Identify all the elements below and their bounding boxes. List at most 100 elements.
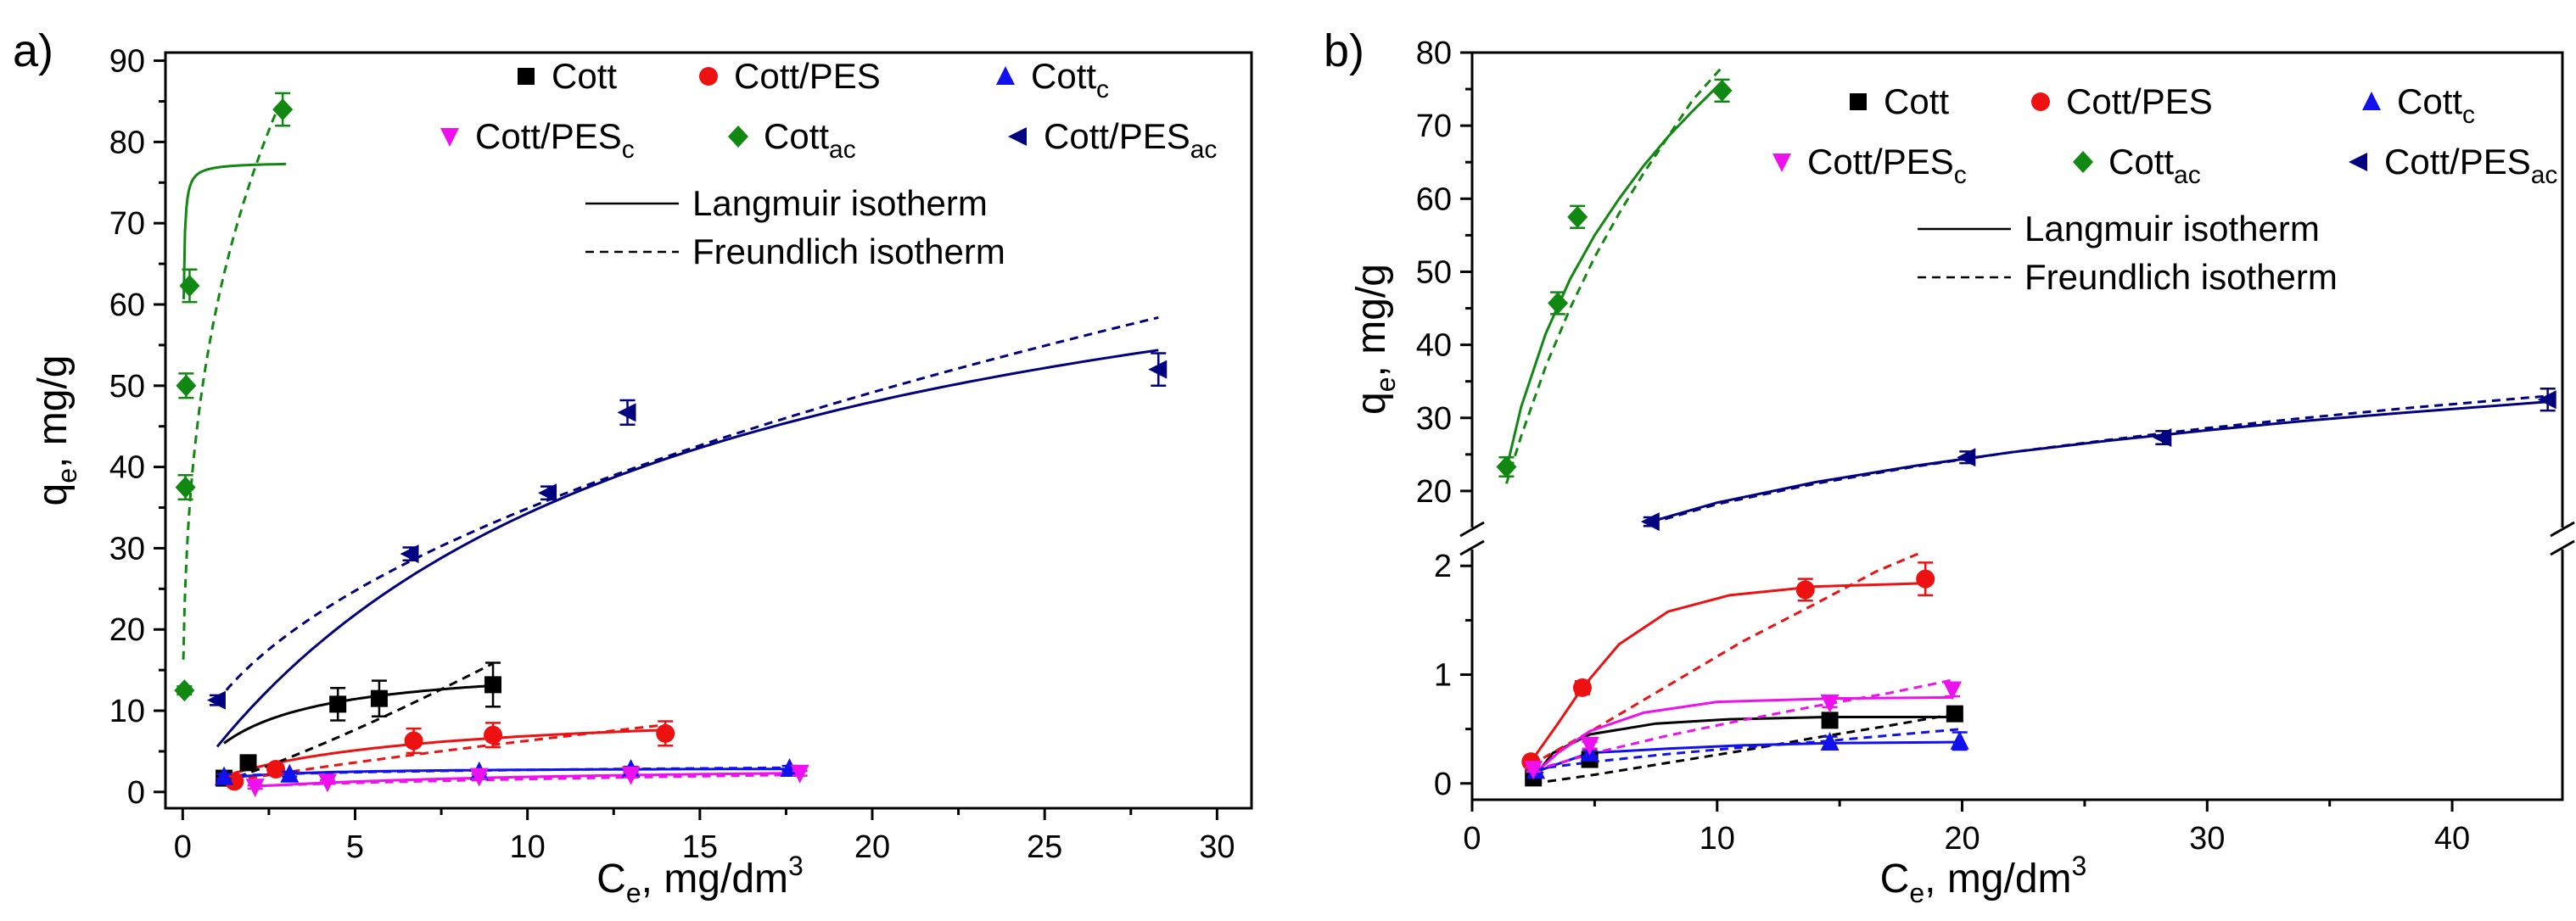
x-tick-label: 20 [854, 829, 890, 865]
freundlich-curve [234, 723, 666, 783]
legend-label: Cott [552, 56, 617, 96]
freundlich-curve [216, 315, 1159, 702]
legend-line-label: Langmuir isotherm [2024, 209, 2320, 248]
langmuir-curve [216, 349, 1159, 748]
legend-label: Cott [1884, 81, 1949, 121]
y-tick-label: 70 [1416, 109, 1452, 144]
data-point [469, 768, 489, 787]
freundlich-curve [224, 766, 790, 779]
data-point [1950, 730, 1969, 750]
data-point [1548, 292, 1569, 315]
plot-frame [164, 51, 1253, 810]
data-point [1524, 761, 1543, 780]
data-point [1572, 678, 1592, 697]
legend-label: Cottac [764, 116, 856, 164]
data-point [225, 772, 244, 791]
legend-label: Cottac [2108, 142, 2201, 189]
legend-label: Cott/PESc [1807, 142, 1967, 189]
legend-marker [1772, 154, 1791, 172]
data-point [206, 690, 226, 710]
x-tick-label: 0 [174, 829, 192, 865]
x-axis-label: Ce, mg/dm3 [596, 851, 804, 908]
y-tick-label: 40 [109, 450, 145, 486]
data-point [656, 723, 675, 743]
freundlich-curve [1650, 394, 2548, 525]
x-tick-label: 15 [682, 829, 718, 865]
y-tick-label: 50 [1416, 254, 1452, 290]
y-axis-label: qe, mg/g [31, 355, 82, 506]
x-tick-label: 0 [1463, 821, 1481, 857]
data-point [1580, 736, 1599, 756]
data-point [175, 476, 196, 499]
data-point [621, 766, 641, 785]
y-tick-label: 2 [1434, 549, 1452, 584]
data-point [280, 763, 300, 783]
x-tick-label: 25 [1027, 829, 1062, 865]
x-tick-label: 5 [346, 829, 364, 865]
y-tick-label: 80 [1416, 36, 1452, 71]
data-point [174, 679, 195, 702]
legend-line-label: Langmuir isotherm [692, 183, 988, 223]
y-tick-label: 60 [1416, 181, 1452, 217]
y-tick-label: 1 [1434, 658, 1452, 694]
langmuir-curve [182, 162, 287, 299]
freundlich-curve [1532, 711, 1963, 785]
y-tick-label: 60 [109, 287, 145, 323]
data-point [2537, 390, 2556, 410]
fit-curves-upper [1504, 66, 2548, 525]
data-point [239, 754, 257, 772]
data-point [317, 773, 337, 793]
axis-break-mark [1459, 521, 2575, 556]
data-point [404, 731, 423, 751]
panel-label: a) [13, 25, 53, 76]
legend-marker [2031, 92, 2050, 111]
legend-label: Cott/PES [2066, 81, 2213, 121]
y-tick-label: 0 [127, 775, 145, 811]
legend-marker [996, 66, 1015, 85]
y-tick-label: 30 [1416, 401, 1452, 437]
legend-marker [1008, 127, 1027, 146]
data-point [1946, 705, 1963, 723]
legend-marker [2362, 92, 2381, 110]
data-point [1567, 205, 1588, 228]
fit-curves [182, 104, 1159, 788]
data-point [272, 98, 294, 121]
panel-label: b) [1324, 25, 1364, 76]
data-point [484, 676, 502, 694]
data-point [1711, 79, 1733, 102]
legend-marker [440, 128, 459, 147]
legend-label: Cottc [2397, 81, 2475, 129]
x-tick-label: 40 [2434, 821, 2470, 857]
x-axis-label: Ce, mg/dm3 [1880, 851, 2087, 908]
legend-marker [1850, 93, 1867, 110]
y-tick-label: 50 [109, 369, 145, 405]
langmuir-curve [1504, 81, 1723, 470]
x-tick-label: 20 [1944, 821, 1980, 857]
langmuir-curve [233, 728, 666, 774]
langmuir-curve [1650, 400, 2548, 523]
data-point [538, 483, 557, 503]
data-point [176, 374, 197, 397]
x-tick-label: 10 [510, 829, 546, 865]
data-point [790, 764, 809, 784]
data-point [215, 766, 234, 785]
y-tick-label: 30 [109, 531, 145, 567]
data-point [780, 758, 799, 778]
y-axis-label: qe, mg/g [1349, 264, 1401, 415]
x-tick-label: 30 [2189, 821, 2225, 857]
data-point [1942, 681, 1962, 701]
y-tick-label: 70 [109, 206, 145, 242]
legend-marker [699, 67, 718, 86]
data-point [1820, 732, 1840, 751]
freundlich-curve [255, 773, 800, 788]
data-point [1640, 512, 1660, 532]
y-tick-label: 20 [1416, 474, 1452, 510]
data-point [1795, 580, 1815, 600]
data-point [329, 695, 347, 713]
legend-label: Cott/PESac [1044, 116, 1217, 164]
data-point [617, 403, 636, 422]
y-tick-label: 0 [1434, 767, 1452, 802]
legend-marker [2073, 151, 2093, 173]
data-point [1916, 569, 1935, 589]
